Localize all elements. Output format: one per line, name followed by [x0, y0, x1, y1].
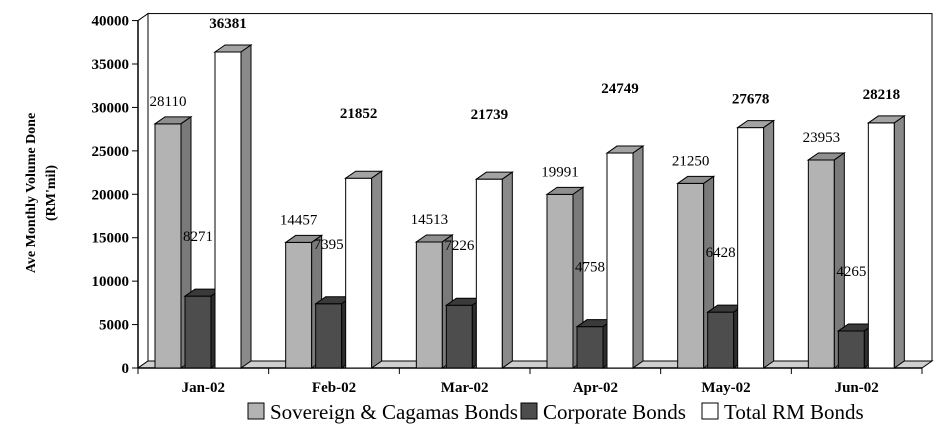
data-label-sovereign-Mar-02: 14513 — [411, 212, 449, 228]
legend-swatch-total — [701, 402, 719, 420]
legend-label-total: Total RM Bonds — [724, 400, 864, 424]
x-tick-label: Feb-02 — [312, 380, 356, 396]
y-tick-label: 20000 — [92, 187, 130, 203]
bar-total-May-02 — [736, 119, 776, 369]
y-axis-title: Ave Monthly Volume Done — [24, 113, 39, 273]
y-tick-label: 35000 — [92, 57, 130, 73]
bar-sovereign-Feb-02 — [284, 234, 324, 369]
y-tick-label: 5000 — [99, 318, 129, 334]
x-axis: Jan-02 Feb-02 Mar-02 Apr-02 May-02 Jun-02 — [137, 367, 923, 396]
legend-swatch-sovereign — [247, 402, 265, 420]
x-tick-label: May-02 — [701, 380, 750, 396]
legend-swatch-corporate — [520, 402, 538, 420]
bar-sovereign-Apr-02 — [545, 186, 585, 369]
y-tick-label: 25000 — [92, 144, 130, 160]
x-tick-label: Apr-02 — [573, 380, 618, 396]
data-label-sovereign-Apr-02: 19991 — [541, 164, 579, 180]
bar-sovereign-May-02 — [676, 175, 716, 369]
bar-sovereign-Jan-02 — [153, 115, 193, 369]
legend-label-corporate: Corporate Bonds — [543, 400, 686, 424]
y-axis-unit: (RM'mil) — [44, 165, 59, 221]
data-label-total-Feb-02: 21852 — [340, 106, 378, 122]
x-tick-label: Mar-02 — [441, 380, 489, 396]
y-axis: 0 5000 10000 15000 20000 25000 30000 35000 40000 — [92, 14, 139, 377]
data-label-sovereign-May-02: 21250 — [672, 153, 710, 169]
data-labels: 28110 8271 36381 14457 7395 21852 14513 7226 217… — [150, 16, 901, 280]
data-label-sovereign-Jun-02: 23953 — [803, 130, 841, 146]
data-label-corporate-Mar-02: 7226 — [444, 238, 475, 254]
y-tick-label: 30000 — [92, 100, 130, 116]
bar-total-Jun-02 — [866, 114, 906, 369]
bar-corporate-Feb-02 — [314, 295, 354, 369]
data-label-corporate-Feb-02: 7395 — [314, 237, 344, 253]
bar-total-Jan-02 — [213, 44, 253, 369]
data-label-total-Jun-02: 28218 — [863, 87, 901, 103]
chart-walls — [136, 12, 934, 369]
data-label-sovereign-Feb-02: 14457 — [280, 212, 318, 228]
x-tick-label: Jan-02 — [182, 380, 225, 396]
y-tick-label: 40000 — [92, 14, 130, 30]
data-label-total-Jan-02: 36381 — [209, 16, 247, 32]
legend: Sovereign & Cagamas Bonds Corporate Bond… — [247, 400, 864, 424]
y-tick-label: 0 — [122, 361, 130, 377]
data-label-corporate-Apr-02: 4758 — [575, 260, 605, 276]
data-label-corporate-Jun-02: 4265 — [836, 264, 866, 280]
data-label-corporate-May-02: 6428 — [706, 245, 736, 261]
data-label-total-Apr-02: 24749 — [601, 81, 639, 97]
bar-sovereign-Jun-02 — [806, 151, 846, 369]
bar-total-Feb-02 — [344, 170, 384, 369]
legend-label-sovereign: Sovereign & Cagamas Bonds — [270, 400, 518, 424]
y-tick-label: 15000 — [92, 231, 130, 247]
x-tick-label: Jun-02 — [835, 380, 879, 396]
side-wall — [137, 12, 149, 369]
bar-total-Mar-02 — [474, 171, 514, 369]
data-label-total-Mar-02: 21739 — [471, 107, 509, 123]
bar-total-Apr-02 — [605, 145, 645, 369]
data-label-total-May-02: 27678 — [732, 92, 770, 108]
y-tick-label: 10000 — [92, 274, 130, 290]
data-label-corporate-Jan-02: 8271 — [183, 229, 213, 245]
back-wall — [147, 13, 933, 362]
data-label-sovereign-Jan-02: 28110 — [150, 94, 187, 110]
bars — [153, 44, 906, 369]
